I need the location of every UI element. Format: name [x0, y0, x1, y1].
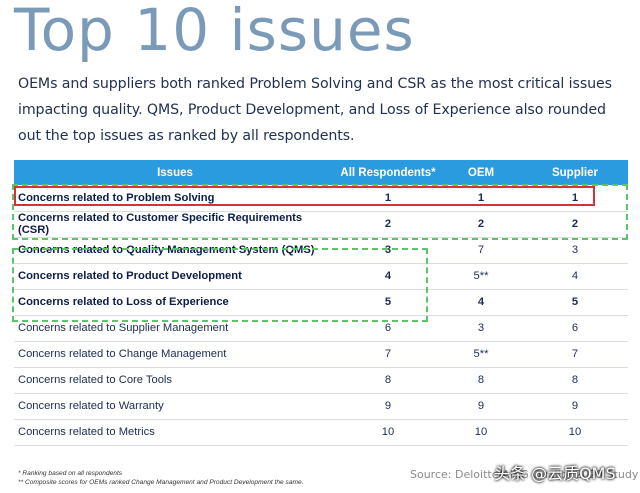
footnote-1: * Ranking based on all respondents	[18, 470, 123, 477]
issues-table: Issues All Respondents* OEM Supplier Con…	[14, 160, 628, 446]
all-respondents-cell: 8	[336, 367, 440, 394]
supplier-cell: 3	[522, 237, 628, 264]
header-supplier: Supplier	[551, 166, 598, 179]
supplier-cell: 7	[522, 341, 628, 368]
issue-cell: Concerns related to Customer Specific Re…	[14, 211, 336, 238]
issue-cell: Concerns related to Supplier Management	[14, 315, 336, 342]
issue-cell: Concerns related to Problem Solving	[14, 185, 336, 212]
footnotes: * Ranking based on all respondents ** Co…	[18, 470, 304, 487]
oem-cell: 8	[440, 367, 522, 394]
all-respondents-cell: 5	[336, 289, 440, 316]
supplier-cell: 1	[522, 185, 628, 212]
table-row: Concerns related to Core Tools 8 8 8	[14, 367, 628, 394]
top-two-highlight-box	[12, 184, 628, 240]
oem-cell: 3	[440, 315, 522, 342]
table-row: Concerns related to Problem Solving 1 1 …	[14, 185, 628, 212]
table-row: Concerns related to Customer Specific Re…	[14, 211, 628, 238]
table-row: Concerns related to Quality Management S…	[14, 237, 628, 264]
oem-cell: 4	[440, 289, 522, 316]
all-respondents-cell: 6	[336, 315, 440, 342]
table-row: Concerns related to Loss of Experience 5…	[14, 289, 628, 316]
oem-cell: 1	[440, 185, 522, 212]
table-row: Concerns related to Metrics 10 10 10	[14, 419, 628, 446]
source-note: Source: Deloitte/AIAG Quality 2020 Study	[410, 468, 639, 481]
all-respondents-cell: 4	[336, 263, 440, 290]
qms-pd-loe-highlight-box	[12, 248, 428, 322]
all-respondents-cell: 10	[336, 419, 440, 446]
oem-cell: 9	[440, 393, 522, 420]
supplier-cell: 5	[522, 289, 628, 316]
table-row: Concerns related to Warranty 9 9 9	[14, 393, 628, 420]
all-respondents-cell: 7	[336, 341, 440, 368]
watermark: 头条 @云质QMS	[494, 464, 616, 483]
supplier-cell: 10	[522, 419, 628, 446]
supplier-cell: 6	[522, 315, 628, 342]
issue-cell: Concerns related to Warranty	[14, 393, 336, 420]
table-row: Concerns related to Change Management 7 …	[14, 341, 628, 368]
problem-solving-highlight-box	[14, 186, 595, 206]
all-respondents-cell: 2	[336, 211, 440, 238]
table-row: Concerns related to Product Development …	[14, 263, 628, 290]
all-respondents-cell: 3	[336, 237, 440, 264]
header-issues: Issues	[157, 166, 193, 179]
footnote-2: ** Composite scores for OEMs ranked Chan…	[18, 478, 304, 486]
table-row: Concerns related to Supplier Management …	[14, 315, 628, 342]
page-title: Top 10 issues	[14, 0, 415, 64]
oem-cell: 5**	[440, 341, 522, 368]
all-respondents-cell: 1	[336, 185, 440, 212]
oem-cell: 10	[440, 419, 522, 446]
issue-cell: Concerns related to Quality Management S…	[14, 237, 336, 264]
oem-cell: 5**	[440, 263, 522, 290]
supplier-cell: 2	[522, 211, 628, 238]
issue-cell: Concerns related to Product Development	[14, 263, 336, 290]
all-respondents-cell: 9	[336, 393, 440, 420]
oem-cell: 7	[440, 237, 522, 264]
header-all-respondents: All Respondents*	[340, 166, 436, 179]
supplier-cell: 9	[522, 393, 628, 420]
issue-cell: Concerns related to Metrics	[14, 419, 336, 446]
intro-paragraph: OEMs and suppliers both ranked Problem S…	[18, 76, 612, 144]
table-header-row: Issues All Respondents* OEM Supplier	[14, 160, 628, 185]
supplier-cell: 4	[522, 263, 628, 290]
header-oem: OEM	[467, 166, 495, 179]
supplier-cell: 8	[522, 367, 628, 394]
issue-cell: Concerns related to Core Tools	[14, 367, 336, 394]
issue-cell: Concerns related to Loss of Experience	[14, 289, 336, 316]
issue-cell: Concerns related to Change Management	[14, 341, 336, 368]
oem-cell: 2	[440, 211, 522, 238]
